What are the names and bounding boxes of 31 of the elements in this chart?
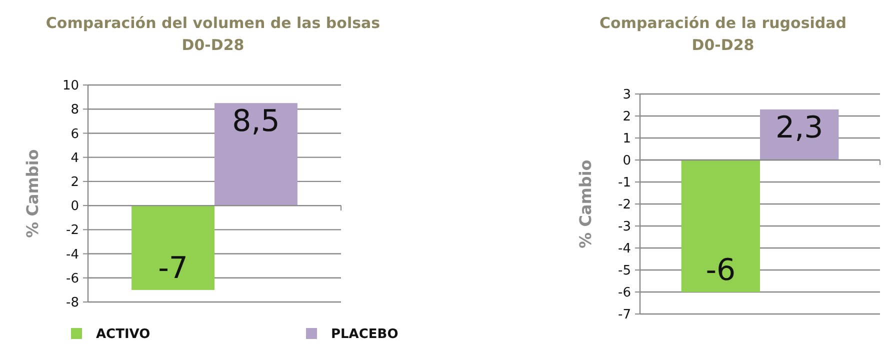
data-label: -7 (158, 250, 188, 286)
y-tick-label: -6 (618, 286, 631, 301)
y-tick-label: -7 (618, 308, 631, 323)
y-axis-title: % Cambio (576, 160, 595, 248)
y-tick-label: 10 (62, 78, 79, 94)
chart-title: Comparación del volumen de las bolsas D0-D28 (46, 14, 380, 54)
y-tick-label: -1 (618, 176, 631, 191)
data-label: 8,5 (232, 104, 280, 140)
y-tick-label: -2 (66, 223, 79, 238)
y-tick-label: 0 (70, 199, 79, 214)
y-tick-label: 3 (622, 88, 631, 103)
y-tick-label: 2 (622, 110, 631, 125)
data-label: -6 (706, 253, 736, 288)
y-tick-label: -3 (618, 220, 631, 235)
y-tick-label: -2 (618, 198, 631, 213)
y-tick-label: 2 (70, 174, 79, 190)
y-axis-title: % Cambio (23, 149, 42, 238)
y-tick-label: -4 (618, 242, 631, 257)
y-tick-label: -8 (66, 296, 79, 311)
data-label: 2,3 (775, 110, 824, 146)
y-tick-label: 1 (622, 132, 631, 147)
y-tick-label: 4 (70, 150, 79, 166)
y-tick-label: 0 (622, 154, 631, 169)
legend-label: PLACEBO (331, 327, 398, 342)
y-tick-label: 8 (70, 102, 79, 118)
y-tick-label: -5 (618, 264, 631, 279)
y-tick-label: -6 (66, 271, 79, 286)
chart-title: Comparación de la rugosidad D0-D28 (600, 14, 846, 54)
y-tick-label: 6 (70, 126, 79, 142)
y-tick-label: -4 (66, 247, 79, 262)
legend-label: ACTIVO (96, 327, 150, 342)
